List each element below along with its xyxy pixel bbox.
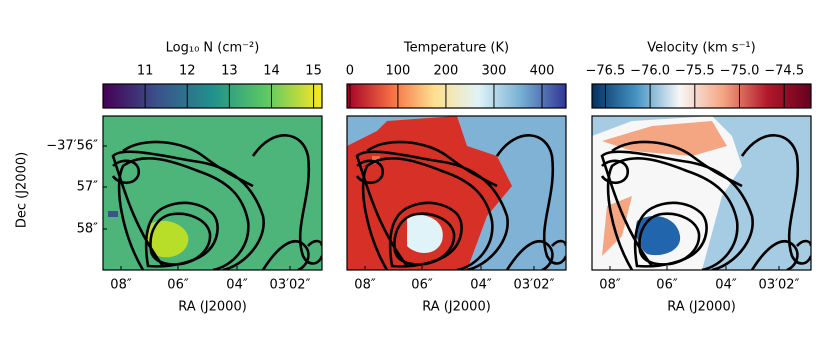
colorbar [591,83,812,109]
map-region [407,214,443,253]
colorbar [346,83,567,109]
x-axis-label: RA (J2000) [422,300,491,315]
x-tick-label: 08″ [599,278,621,293]
colorbar-tick-label: −74.5 [764,64,804,79]
colorbar-tick-label: −76.0 [630,64,670,79]
colorbar-tick-label: 11 [137,64,154,79]
colorbar-tick-label: 100 [385,64,410,79]
x-tick-label: 04″ [715,278,737,293]
colorbar-label: Log₁₀ N (cm⁻²) [166,41,260,56]
x-tick-label: 04″ [226,278,248,293]
map [591,115,812,271]
x-tick-label: 04″ [470,278,492,293]
colorbar-tick-label: 13 [221,64,238,79]
map-frame [102,115,323,271]
map-image [592,116,811,270]
map-region [602,121,727,156]
colorbar-tick-label: 0 [346,64,354,79]
x-tick-label: 03′02″ [514,278,555,293]
map-region [635,216,681,256]
map-image [347,116,566,270]
x-tick-label: 03′02″ [270,278,311,293]
colorbar-tick-label: −76.5 [585,64,625,79]
x-tick-label: 06″ [167,278,189,293]
colorbar-label: Temperature (K) [403,41,509,56]
x-tick-label: 08″ [354,278,376,293]
map-frame [346,115,567,271]
colorbar-tick-label: 15 [305,64,322,79]
colorbar-tick-label: 14 [263,64,280,79]
colorbar-tick-label: −75.0 [720,64,760,79]
colorbar-tick-label: 200 [434,64,459,79]
x-axis-label: RA (J2000) [667,300,736,315]
map-region [347,116,512,270]
colorbar-tick-label: 12 [179,64,196,79]
map-frame [591,115,812,271]
y-axis-label: Dec (J2000) [15,152,30,228]
map-image [103,116,322,270]
map [102,115,323,271]
x-tick-label: 06″ [656,278,678,293]
x-tick-label: 08″ [110,278,132,293]
x-axis-label: RA (J2000) [178,300,247,315]
x-tick-label: 06″ [411,278,433,293]
y-tick-label: 57″ [77,180,99,195]
colorbar-label: Velocity (km s⁻¹) [647,41,755,56]
x-tick-label: 03′02″ [759,278,800,293]
colorbar-tick-label: 400 [530,64,555,79]
map [346,115,567,271]
map-region [108,211,118,217]
y-tick-label: 58″ [77,222,99,237]
y-tick-label: −37′56″ [46,139,98,154]
colorbar-tick-label: 300 [482,64,507,79]
colorbar [102,83,323,109]
colorbar-tick-label: −75.5 [675,64,715,79]
map-region [146,220,189,258]
